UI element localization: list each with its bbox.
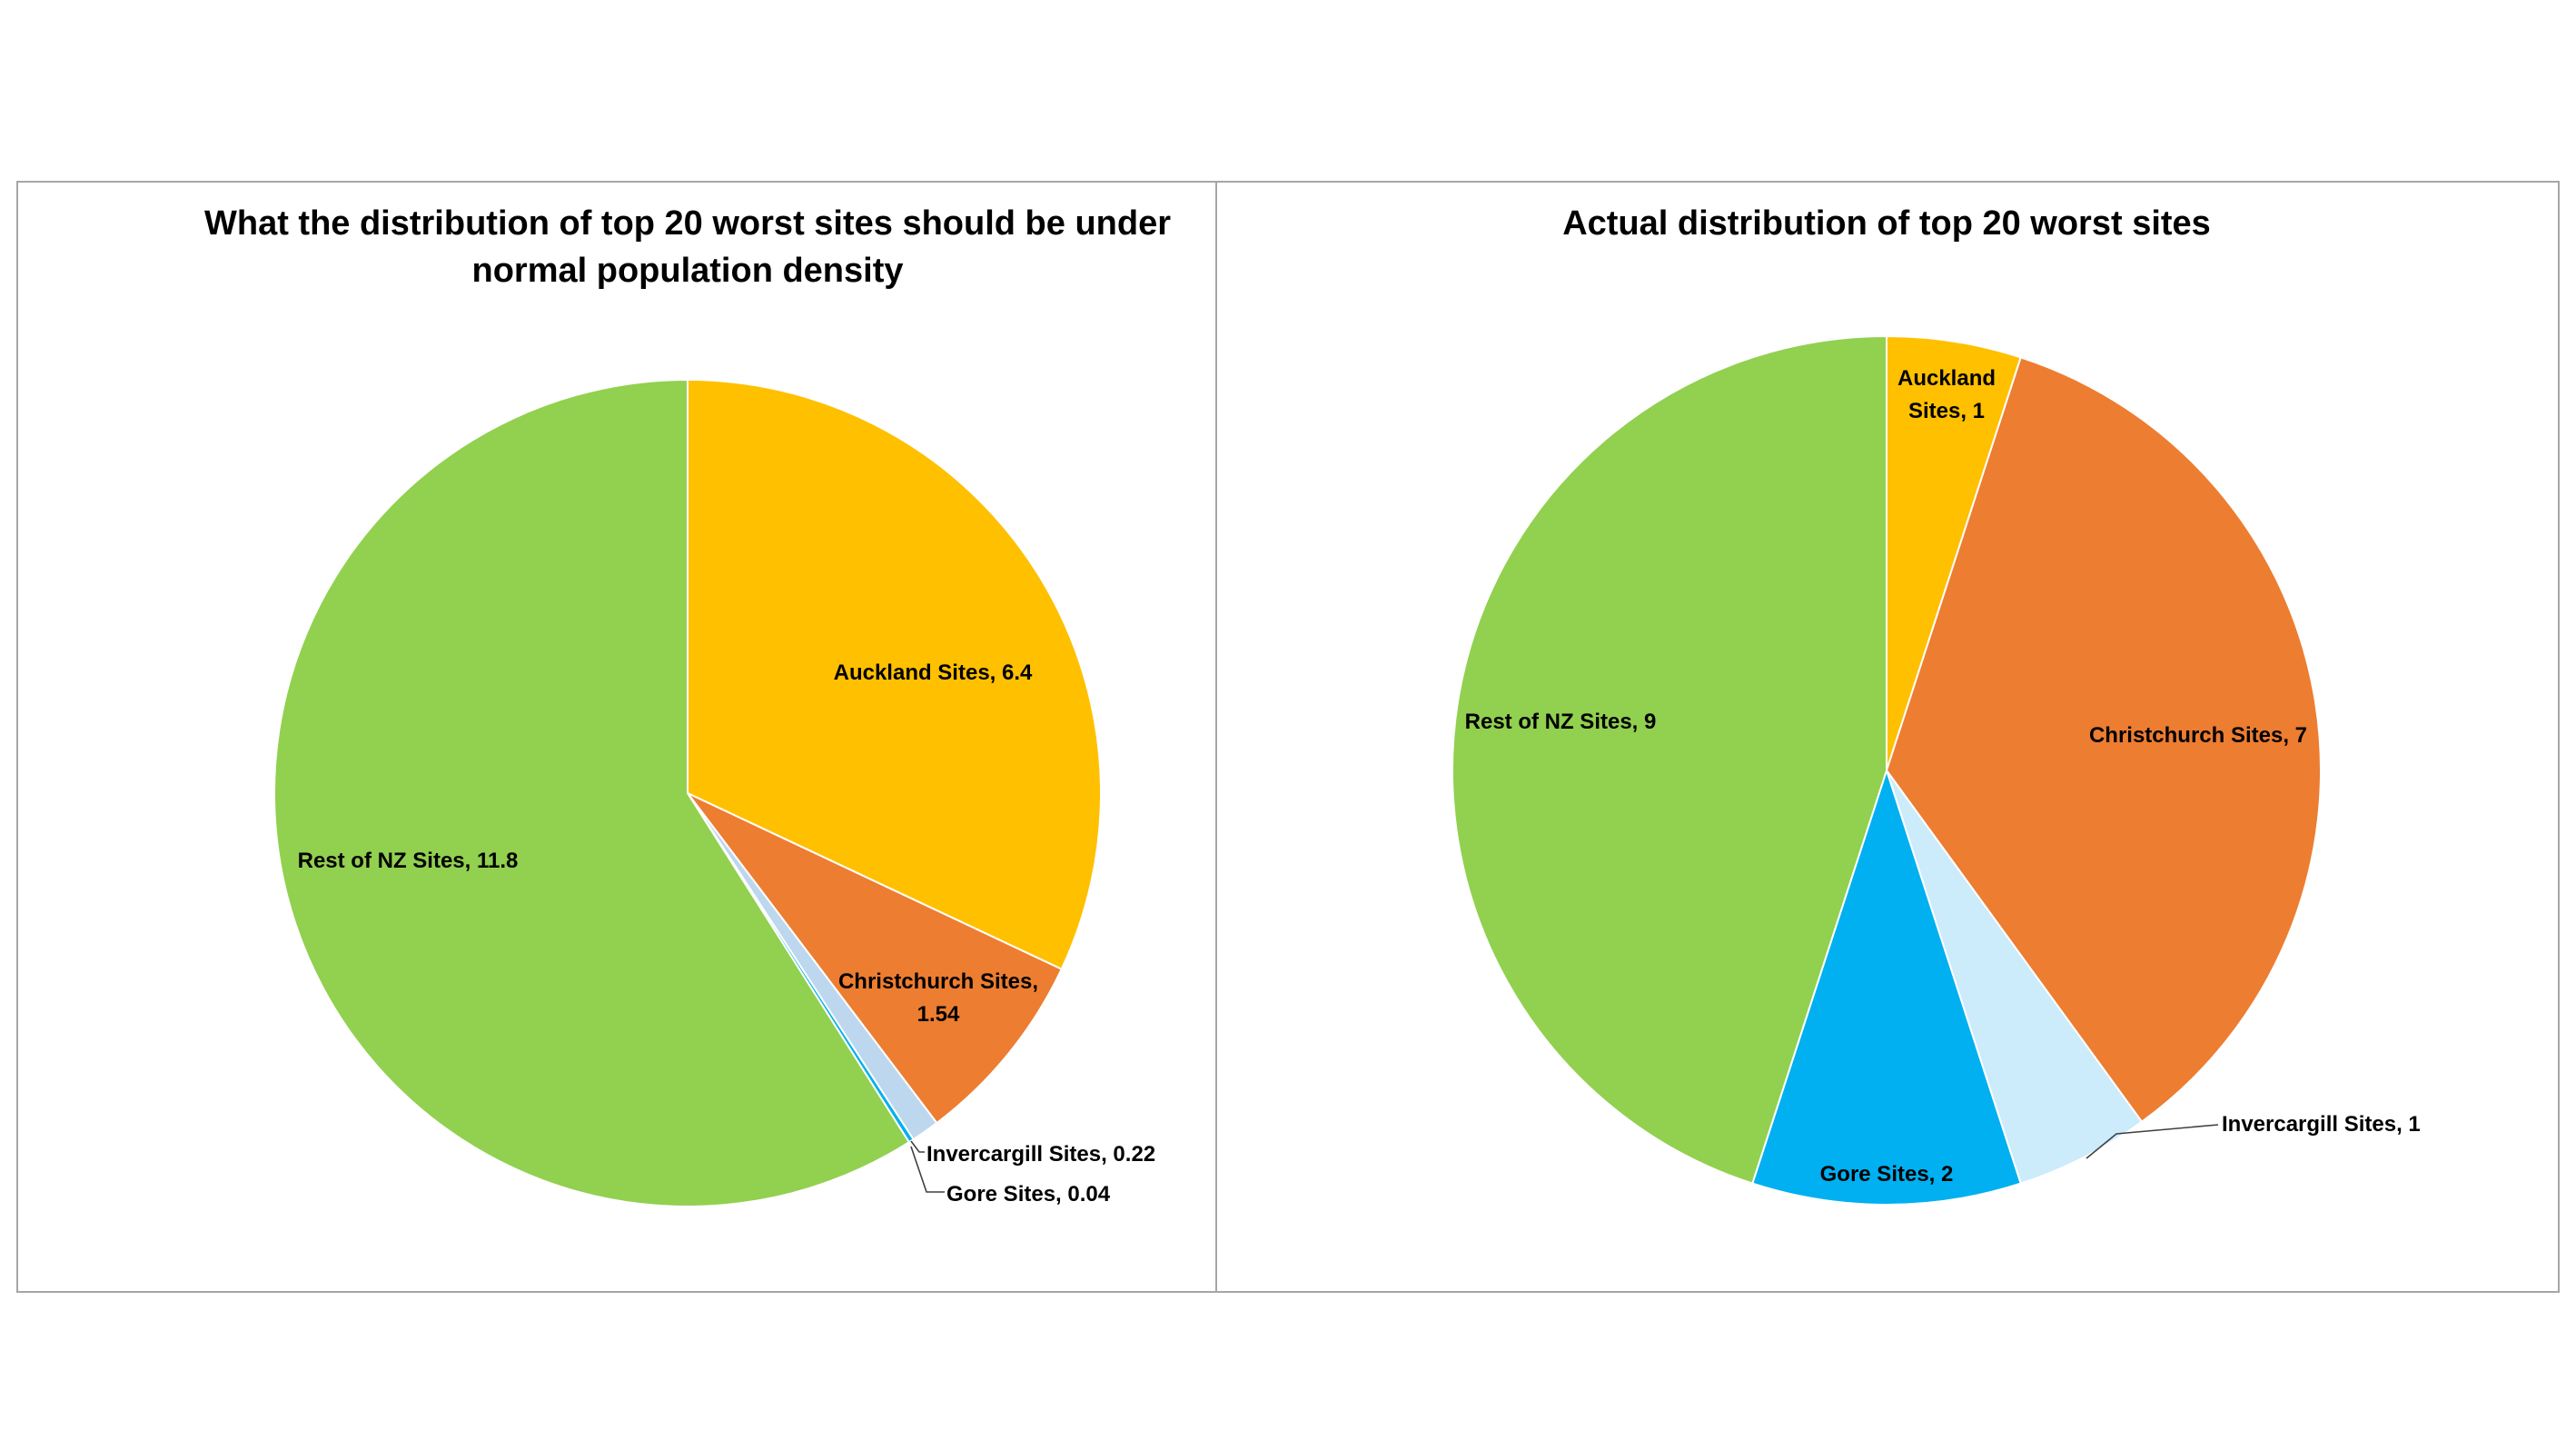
leader-line-invercargill-sites [2086, 1124, 2219, 1159]
slice-label-auckland-sites: Auckland Sites, 6.4 [834, 660, 1033, 685]
right-pie: Auckland Sites, 1 Christchurch Sites, 7 Inv… [1451, 334, 2421, 1206]
left-chart-panel: What the distribution of top 20 worst si… [16, 181, 1217, 1293]
pie-slice-auckland-sites [687, 378, 1102, 971]
slice-label-rest-of-nz-sites: Rest of NZ Sites, 9 [1465, 710, 1657, 734]
left-pie: Auckland Sites, 6.4 Christchurch Sites, 1.… [273, 378, 1155, 1207]
right-chart-title: Actual distribution of top 20 worst site… [1562, 204, 2211, 243]
slice-label-invercargill-sites: Invercargill Sites, 1 [2222, 1112, 2421, 1137]
leader-line-invercargill-sites [910, 1140, 925, 1153]
pie-slice-christchurch-sites [687, 792, 1064, 1125]
pie-slice-christchurch-sites [1885, 356, 2322, 1124]
pie-slice-gore-sites [1751, 767, 2022, 1206]
leader-line-gore-sites [910, 1146, 945, 1193]
slice-label-christchurch-sites: Christchurch Sites, 1.54 [838, 969, 1038, 1027]
slice-label-gore-sites: Gore Sites, 0.04 [946, 1182, 1111, 1207]
slice-label-christchurch-sites: Christchurch Sites, 7 [2089, 723, 2307, 748]
left-chart-title-line-2: normal population density [471, 252, 903, 290]
slice-label-rest-of-nz-sites: Rest of NZ Sites, 11.8 [298, 849, 519, 873]
slice-label-auckland-sites: Auckland Sites, 1 [1897, 366, 1996, 423]
right-chart-panel: Actual distribution of top 20 worst site… [1215, 181, 2560, 1293]
pie-slice-rest-of-nz-sites [1451, 334, 1887, 1185]
slice-label-invercargill-sites: Invercargill Sites, 0.22 [926, 1142, 1155, 1167]
pie-slice-auckland-sites [1886, 334, 2022, 771]
left-chart-title-line-1: What the distribution of top 20 worst si… [204, 204, 1171, 243]
pie-slice-rest-of-nz-sites [273, 378, 911, 1207]
slice-label-gore-sites: Gore Sites, 2 [1820, 1162, 1954, 1187]
pie-slice-invercargill-sites [1886, 770, 2144, 1185]
